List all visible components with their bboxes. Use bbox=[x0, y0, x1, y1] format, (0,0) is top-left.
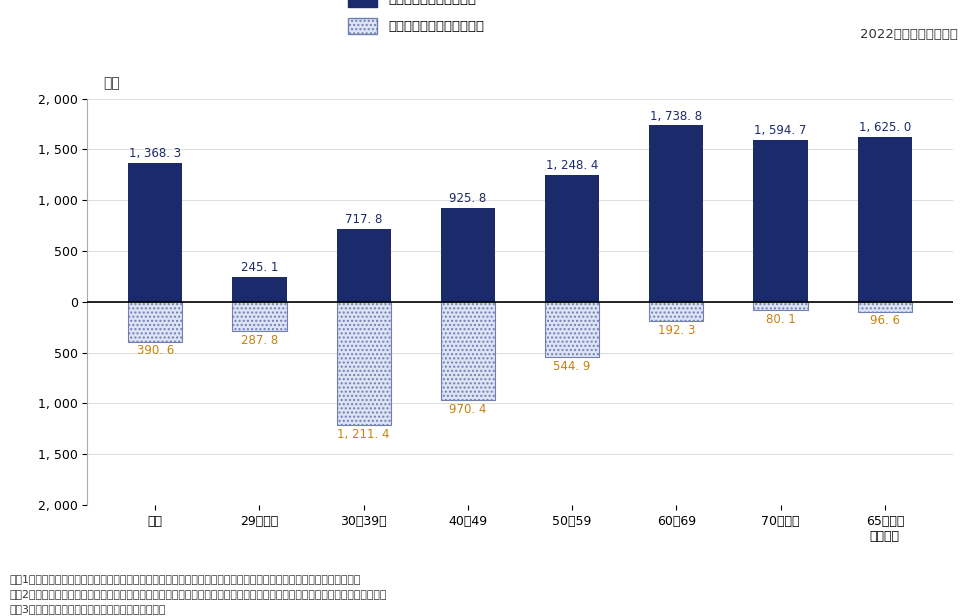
Bar bbox=[753, 302, 808, 310]
Text: 2022（令和４）年調査: 2022（令和４）年調査 bbox=[859, 28, 957, 41]
Bar bbox=[857, 302, 912, 312]
Text: 390. 6: 390. 6 bbox=[137, 344, 174, 357]
Text: 925. 8: 925. 8 bbox=[449, 192, 487, 205]
Text: 1, 738. 8: 1, 738. 8 bbox=[650, 110, 703, 123]
Text: 717. 8: 717. 8 bbox=[345, 213, 382, 226]
Text: 970. 4: 970. 4 bbox=[449, 403, 487, 416]
Text: 1, 211. 4: 1, 211. 4 bbox=[337, 428, 390, 440]
Text: 1, 368. 3: 1, 368. 3 bbox=[129, 147, 182, 160]
Text: 注：1）「１世帯当たり平均貯蓄額」には、貯蓄の有無不詳及び貯蓄の有無が「あり」で貯蓄額不詳の世帯は含まない。: 注：1）「１世帯当たり平均貯蓄額」には、貯蓄の有無不詳及び貯蓄の有無が「あり」で… bbox=[10, 574, 361, 584]
Bar bbox=[232, 277, 287, 302]
Bar bbox=[336, 302, 391, 425]
Text: 1, 625. 0: 1, 625. 0 bbox=[858, 121, 911, 134]
Bar bbox=[128, 302, 183, 341]
Legend: １世帯当たり平均貯蓄額, １世帯当たり平均借入金額: １世帯当たり平均貯蓄額, １世帯当たり平均借入金額 bbox=[348, 0, 484, 34]
Bar bbox=[753, 140, 808, 302]
Text: 1, 594. 7: 1, 594. 7 bbox=[754, 124, 807, 137]
Bar bbox=[649, 302, 704, 322]
Text: 1, 248. 4: 1, 248. 4 bbox=[546, 160, 599, 172]
Text: 544. 9: 544. 9 bbox=[553, 360, 591, 373]
Bar bbox=[441, 208, 495, 302]
Bar bbox=[545, 175, 599, 302]
Bar bbox=[441, 302, 495, 400]
Bar bbox=[336, 229, 391, 302]
Text: 80. 1: 80. 1 bbox=[766, 312, 795, 325]
Text: 245. 1: 245. 1 bbox=[241, 261, 278, 274]
Text: 3）年齢階級の「総数」には、年齢不詳を含む。: 3）年齢階級の「総数」には、年齢不詳を含む。 bbox=[10, 604, 166, 614]
Text: 192. 3: 192. 3 bbox=[658, 324, 695, 337]
Text: 287. 8: 287. 8 bbox=[241, 334, 278, 347]
Bar bbox=[545, 302, 599, 357]
Bar bbox=[649, 125, 704, 302]
Bar bbox=[128, 163, 183, 302]
Text: 96. 6: 96. 6 bbox=[870, 314, 900, 327]
Bar bbox=[232, 302, 287, 331]
Text: 2）「１世帯当たり平均借入金額」には、借入金の有無不詳及び借入金の有無が「あり」で借入金額不詳の世帯は含まない。: 2）「１世帯当たり平均借入金額」には、借入金の有無不詳及び借入金の有無が「あり」… bbox=[10, 589, 387, 599]
Bar bbox=[857, 137, 912, 302]
Text: 万円: 万円 bbox=[103, 76, 120, 91]
